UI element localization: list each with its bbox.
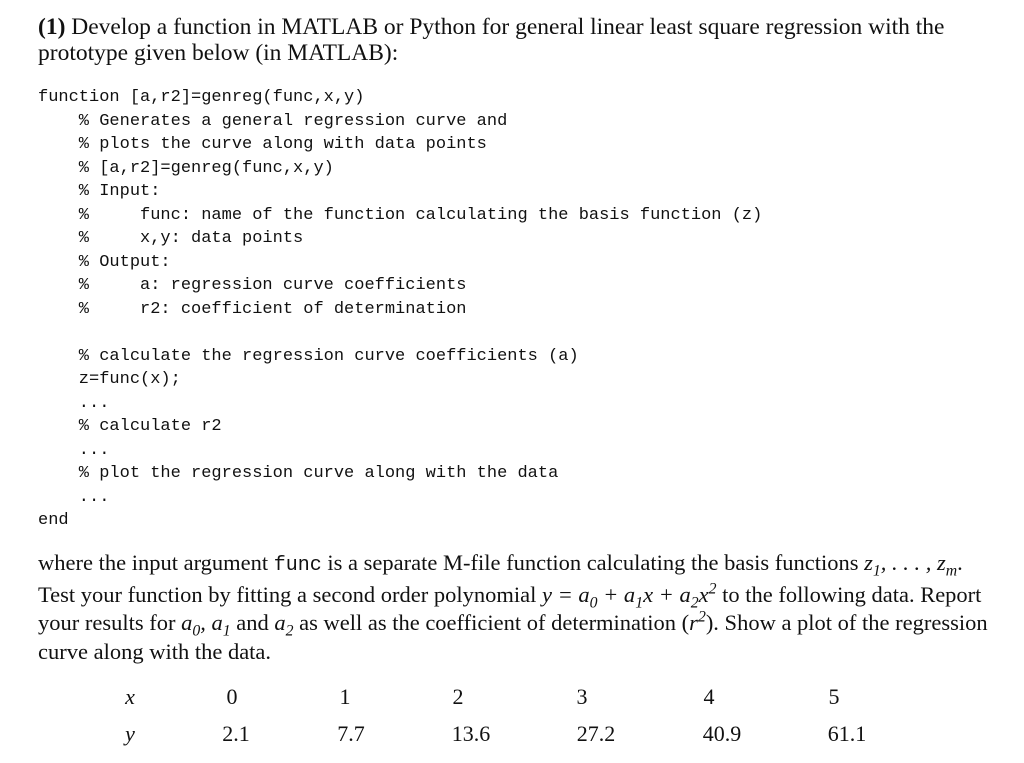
table-row-y: y 2.1 7.7 13.6 27.2 40.9 61.1 bbox=[0, 721, 1024, 758]
x-value: 4 bbox=[703, 684, 715, 709]
math-r-squared: r2 bbox=[689, 608, 706, 635]
y-label: y bbox=[125, 721, 135, 746]
para-text: . Test your function by fitting a second… bbox=[38, 550, 963, 607]
code-block: function [a,r2]=genreg(func,x,y) % Gener… bbox=[38, 86, 762, 533]
inline-code: func bbox=[273, 554, 322, 577]
code-line: % plots the curve along with data points bbox=[38, 135, 487, 154]
code-line: % Generates a general regression curve a… bbox=[38, 111, 508, 131]
para-text: where the input argument bbox=[38, 550, 274, 575]
y-value: 2.1 bbox=[222, 721, 250, 746]
code-line: % calculate r2 bbox=[38, 417, 222, 436]
code-line: z=func(x); bbox=[38, 370, 181, 389]
code-line: function [a,r2]=genreg(func,x,y) bbox=[38, 88, 365, 107]
x-label: x bbox=[125, 684, 135, 709]
code-line: ... bbox=[38, 393, 110, 413]
x-value: 2 bbox=[452, 684, 464, 709]
x-value: 5 bbox=[828, 684, 840, 709]
para-text: and bbox=[230, 610, 275, 635]
y-value: 13.6 bbox=[451, 721, 491, 746]
code-line: end bbox=[38, 511, 69, 530]
para-text: is a separate M-file function calculatin… bbox=[321, 550, 865, 575]
code-line: ... bbox=[38, 440, 110, 460]
y-value: 27.2 bbox=[576, 721, 616, 746]
code-line: % a: regression curve coefficients bbox=[38, 276, 467, 295]
x-value: 0 bbox=[226, 684, 238, 709]
problem-number: (1) bbox=[38, 14, 66, 40]
data-table: x 0 1 2 3 4 5 y 2.1 7.7 13.6 27.2 40.9 6… bbox=[0, 684, 1024, 758]
code-line bbox=[38, 321, 762, 345]
code-line: % [a,r2]=genreg(func,x,y) bbox=[38, 158, 334, 178]
y-value: 7.7 bbox=[337, 721, 365, 746]
table-row-x: x 0 1 2 3 4 5 bbox=[0, 684, 1024, 721]
problem-heading: (1) Develop a function in MATLAB or Pyth… bbox=[38, 14, 998, 66]
code-line: % func: name of the function calculating… bbox=[38, 205, 763, 225]
para-text: to the following data. Report your resul… bbox=[38, 581, 982, 636]
code-line: % Input: bbox=[38, 182, 161, 201]
x-value: 1 bbox=[339, 684, 351, 709]
code-line: % x,y: data points bbox=[38, 229, 304, 248]
math-basis-functions: z1, . . . , zm bbox=[864, 550, 958, 580]
para-text: ). Show a plot of the regression curve a… bbox=[38, 610, 988, 664]
math-polynomial: y = a0 + a1x + a2x2 bbox=[541, 580, 717, 611]
code-line: ... bbox=[38, 487, 110, 507]
problem-heading-text: Develop a function in MATLAB or Python f… bbox=[38, 14, 945, 66]
instructions-paragraph: where the input argument func is a separ… bbox=[38, 549, 998, 666]
math-coefficients-a0-a1: a0, a1 bbox=[181, 610, 231, 640]
math-coefficient-a2: a2 bbox=[274, 610, 294, 640]
y-value: 40.9 bbox=[702, 721, 742, 746]
para-text: as well as the coefficient of determinat… bbox=[293, 610, 690, 635]
code-line: % plot the regression curve along with t… bbox=[38, 464, 559, 483]
y-value: 61.1 bbox=[827, 721, 867, 746]
code-line: % calculate the regression curve coeffic… bbox=[38, 346, 579, 366]
code-line: % r2: coefficient of determination bbox=[38, 299, 467, 319]
x-value: 3 bbox=[576, 684, 588, 709]
code-line: % Output: bbox=[38, 252, 171, 272]
